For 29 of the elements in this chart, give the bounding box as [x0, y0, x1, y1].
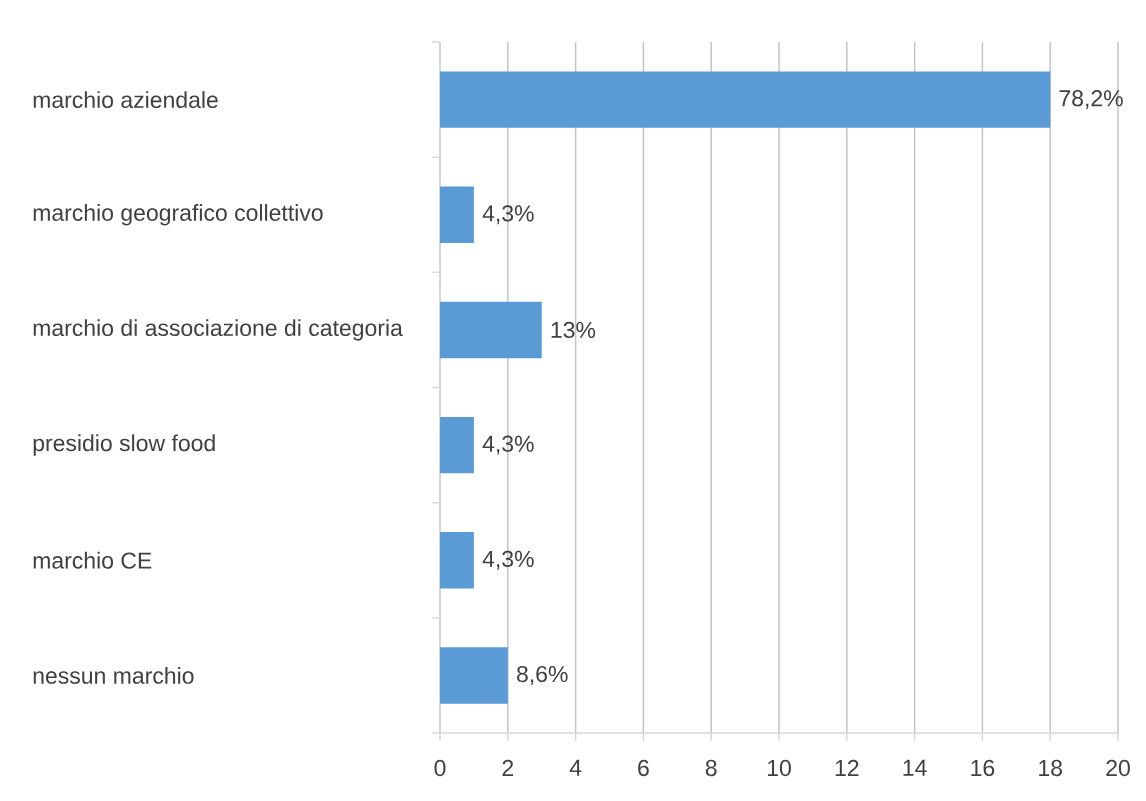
- y-tick-label: marchio CE: [33, 551, 152, 569]
- x-tick-label: 14: [903, 759, 927, 776]
- y-tick-label: presidio slow food: [33, 434, 215, 456]
- x-tick-label: 8: [705, 759, 717, 777]
- annotation: 4,3%: [482, 205, 534, 225]
- x-tick-label: 6: [638, 759, 649, 777]
- bar: [440, 532, 474, 589]
- bar: [440, 301, 542, 359]
- annotation: 78,2%: [1059, 90, 1123, 110]
- x-tick-label: 16: [971, 759, 995, 777]
- annotation: 8,6%: [517, 665, 568, 685]
- bar: [440, 416, 474, 474]
- bar: [440, 647, 508, 704]
- annotation: 13%: [551, 321, 596, 339]
- x-tick-label: 20: [1106, 759, 1130, 777]
- annotation: 4,3%: [482, 435, 534, 455]
- y-tick-label: marchio geografico collettivo: [33, 204, 323, 226]
- x-tick-label: 12: [835, 759, 859, 776]
- annotation: 4,3%: [482, 550, 534, 570]
- y-tick-label: nessun marchio: [33, 666, 194, 684]
- x-tick-label: 18: [1039, 759, 1062, 777]
- bar: [440, 71, 1051, 128]
- x-tick-label: 10: [767, 759, 791, 777]
- y-tick-label: marchio di associazione di categoria: [33, 319, 403, 341]
- x-tick-label: 0: [434, 759, 446, 777]
- bar: [440, 186, 474, 243]
- y-tick-label: marchio aziendale: [33, 91, 218, 109]
- x-tick-label: 4: [569, 759, 582, 776]
- x-tick-label: 2: [502, 759, 514, 776]
